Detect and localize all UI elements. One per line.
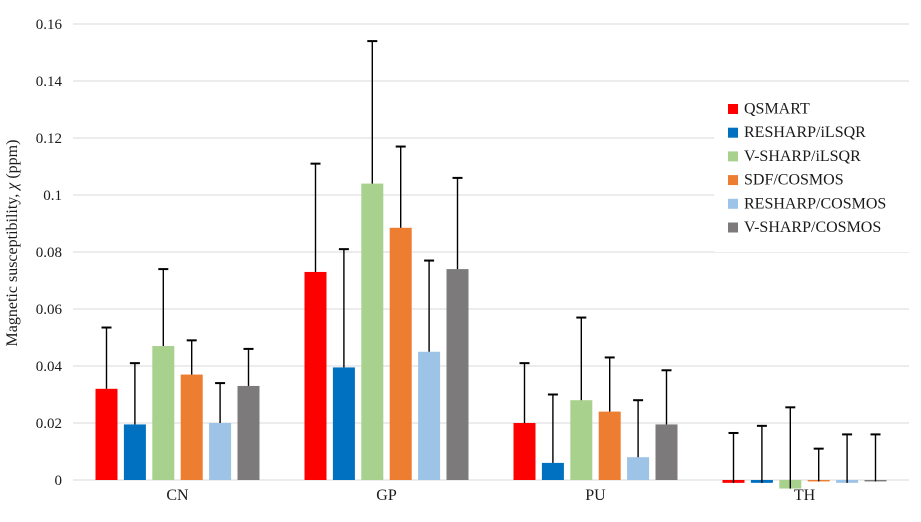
legend-swatch <box>728 127 738 138</box>
y-tick-label: 0.1 <box>43 188 62 204</box>
y-tick-label: 0.08 <box>36 245 62 261</box>
x-category-label: TH <box>794 487 816 504</box>
y-tick-label: 0.12 <box>36 131 62 147</box>
bar <box>152 346 175 480</box>
legend-swatch <box>728 104 738 114</box>
y-tick-label: 0.06 <box>36 302 63 318</box>
legend-item: RESHARP/COSMOS <box>728 195 886 212</box>
bar <box>361 183 384 480</box>
legend-label: RESHARP/iLSQR <box>744 124 866 141</box>
legend-swatch <box>728 151 738 162</box>
y-tick-label: 0.02 <box>36 416 62 432</box>
legend-item: SDF/COSMOS <box>728 172 844 189</box>
legend-item: V-SHARP/iLSQR <box>728 148 861 165</box>
legend-swatch <box>728 222 738 233</box>
bar <box>570 400 593 480</box>
y-tick-label: 0 <box>55 473 63 489</box>
bar <box>446 269 469 480</box>
bar <box>332 367 355 480</box>
legend-item: RESHARP/iLSQR <box>728 124 866 141</box>
legend-item: V-SHARP/COSMOS <box>728 219 881 236</box>
bar <box>598 411 621 480</box>
bar <box>389 227 412 480</box>
bar <box>180 374 203 480</box>
bar <box>541 462 564 480</box>
x-category-label: GP <box>376 487 397 504</box>
y-tick-label: 0.16 <box>36 17 63 33</box>
bar <box>655 424 678 480</box>
legend-item: QSMART <box>728 101 810 118</box>
y-axis-title: Magnetic susceptibility, χ (ppm) <box>4 140 21 347</box>
legend-label: RESHARP/COSMOS <box>744 195 886 212</box>
bar <box>209 423 232 480</box>
bar <box>123 424 146 480</box>
bar <box>237 385 260 480</box>
bar <box>304 271 327 480</box>
legend-swatch <box>728 198 738 209</box>
y-tick-label: 0.14 <box>36 74 63 90</box>
legend-label: QSMART <box>744 101 810 118</box>
legend-label: V-SHARP/COSMOS <box>744 219 881 236</box>
bar <box>627 457 650 480</box>
bar <box>95 388 118 480</box>
x-category-label: CN <box>166 487 189 504</box>
legend-background <box>714 88 921 252</box>
x-category-label: PU <box>585 487 606 504</box>
legend-label: V-SHARP/iLSQR <box>744 148 861 165</box>
bar <box>418 351 441 480</box>
legend-swatch <box>728 175 738 186</box>
bar <box>513 423 536 480</box>
y-tick-label: 0.04 <box>36 359 63 375</box>
legend-label: SDF/COSMOS <box>744 172 844 189</box>
